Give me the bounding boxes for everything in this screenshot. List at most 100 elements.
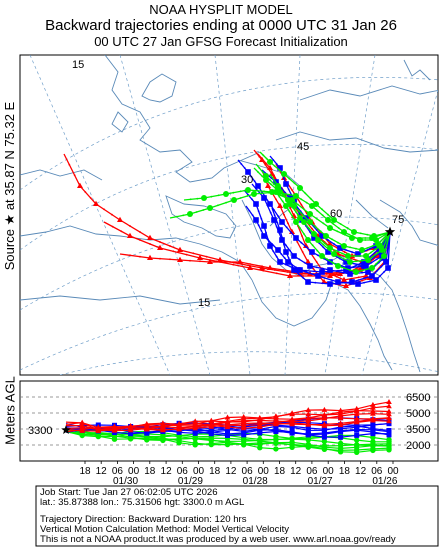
- map-hour-dot: [369, 251, 372, 254]
- map-hour-dot: [149, 243, 151, 245]
- map-trajectories: [63, 149, 391, 288]
- vertical-marker-circle: [305, 444, 311, 450]
- vertical-marker-square: [354, 427, 360, 432]
- map-hour-dot: [84, 191, 87, 193]
- map-marker-circle: [325, 217, 331, 223]
- map-marker-square: [311, 235, 317, 241]
- map-hour-dot: [299, 227, 301, 229]
- direction-text: Trajectory Direction: Backward Duration:…: [40, 514, 247, 525]
- map-hour-dot: [373, 251, 376, 254]
- map-hour-dot: [322, 267, 325, 270]
- vertical-marker-square: [386, 421, 392, 427]
- map-marker-circle: [359, 247, 365, 253]
- map-hour-dot: [302, 275, 305, 277]
- vertical-marker-triangle: [257, 415, 263, 421]
- map-hour-dot: [375, 258, 378, 261]
- vertical-marker-circle: [354, 442, 360, 448]
- vertical-marker-triangle: [160, 421, 166, 427]
- map-marker-square: [319, 233, 325, 239]
- vertical-marker-square: [273, 423, 279, 429]
- vertical-marker-circle: [354, 447, 360, 453]
- map-hour-dot: [253, 180, 256, 183]
- time-axis: 18 12 06 00 18 12 06 00 18 12 06 00 18 12 06 00 18 12 06 00…: [79, 461, 399, 487]
- map-hour-dot: [337, 269, 339, 272]
- vertical-marker-triangle: [224, 418, 231, 424]
- height-tick: 5000: [406, 408, 430, 420]
- map-hour-dot: [371, 245, 374, 247]
- map-hour-dot: [333, 243, 335, 245]
- map-hour-dot: [361, 259, 363, 262]
- map-hour-dot: [332, 223, 335, 225]
- map-hour-dot: [283, 243, 285, 246]
- map-marker-triangle: [287, 272, 293, 278]
- map-marker-circle: [283, 203, 289, 209]
- map-hour-dot: [305, 246, 308, 249]
- map-hour-dot: [288, 177, 291, 180]
- lat-label: 45: [297, 141, 309, 153]
- map-hour-dot: [271, 177, 274, 179]
- vertical-marker-triangle: [370, 417, 376, 423]
- map-hour-dot: [281, 200, 284, 203]
- map-marker-circle: [351, 229, 357, 235]
- map-hour-dot: [364, 239, 367, 241]
- map-marker-circle: [353, 269, 359, 275]
- map-hour-dot: [323, 277, 326, 279]
- map-hour-dot: [240, 163, 243, 165]
- hour-label: 06: [177, 466, 189, 477]
- hour-label: 06: [112, 466, 124, 477]
- map-hour-dot: [199, 260, 201, 263]
- map-hour-dot: [321, 282, 324, 285]
- map-hour-dot: [205, 255, 208, 258]
- map-hour-dot: [274, 181, 277, 183]
- hour-label: 12: [355, 466, 367, 477]
- map-hour-dot: [361, 271, 363, 274]
- vertical-marker-square: [321, 427, 327, 433]
- map-hour-dot: [287, 222, 289, 225]
- map-marker-square: [327, 267, 333, 273]
- map-hour-dot: [309, 197, 312, 200]
- map-hour-dot: [297, 273, 300, 275]
- map-hour-dot: [339, 273, 341, 275]
- map-marker-triangle: [267, 164, 273, 170]
- map-hour-dot: [298, 210, 301, 213]
- map-hour-dot: [68, 163, 71, 166]
- map-hour-dot: [337, 241, 339, 244]
- map-hour-dot: [272, 244, 275, 247]
- vertical-marker-square: [338, 428, 344, 434]
- map-hour-dot: [343, 233, 346, 236]
- vertical-marker-triangle: [337, 422, 344, 428]
- map-hour-dot: [281, 236, 283, 239]
- map-marker-circle: [187, 211, 193, 217]
- map-marker-circle: [207, 205, 213, 211]
- vertical-marker-triangle: [208, 417, 215, 423]
- map-marker-square: [271, 217, 277, 223]
- map-marker-circle: [245, 187, 251, 193]
- map-marker-triangle: [267, 264, 273, 270]
- vertical-marker-circle: [370, 446, 376, 452]
- map-marker-square: [255, 183, 261, 189]
- map-hour-dot: [321, 214, 324, 217]
- map-hour-dot: [343, 281, 346, 284]
- vertical-marker-triangle: [257, 424, 263, 429]
- map-hour-dot: [338, 255, 341, 258]
- map-hour-dot: [272, 159, 275, 161]
- map-hour-dot: [273, 269, 276, 271]
- map-hour-dot: [288, 193, 291, 196]
- map-marker-circle: [345, 253, 351, 259]
- date-label: 01/30: [113, 476, 138, 487]
- map-marker-circle: [313, 201, 319, 207]
- vertical-marker-triangle: [79, 427, 85, 433]
- map-hour-dot: [303, 222, 306, 225]
- vertical-marker-square: [192, 430, 198, 436]
- map-marker-circle: [323, 233, 329, 239]
- vertical-marker-triangle: [386, 408, 392, 414]
- map-marker-triangle: [303, 242, 309, 248]
- map-marker-triangle: [217, 256, 223, 262]
- vertical-marker-circle: [79, 432, 85, 439]
- vertical-marker-triangle: [289, 416, 295, 422]
- map-hour-dot: [283, 257, 286, 259]
- map-hour-dot: [335, 249, 337, 252]
- map-hour-dot: [337, 227, 340, 229]
- map-marker-circle: [335, 263, 341, 269]
- lat-label: 30: [241, 174, 253, 186]
